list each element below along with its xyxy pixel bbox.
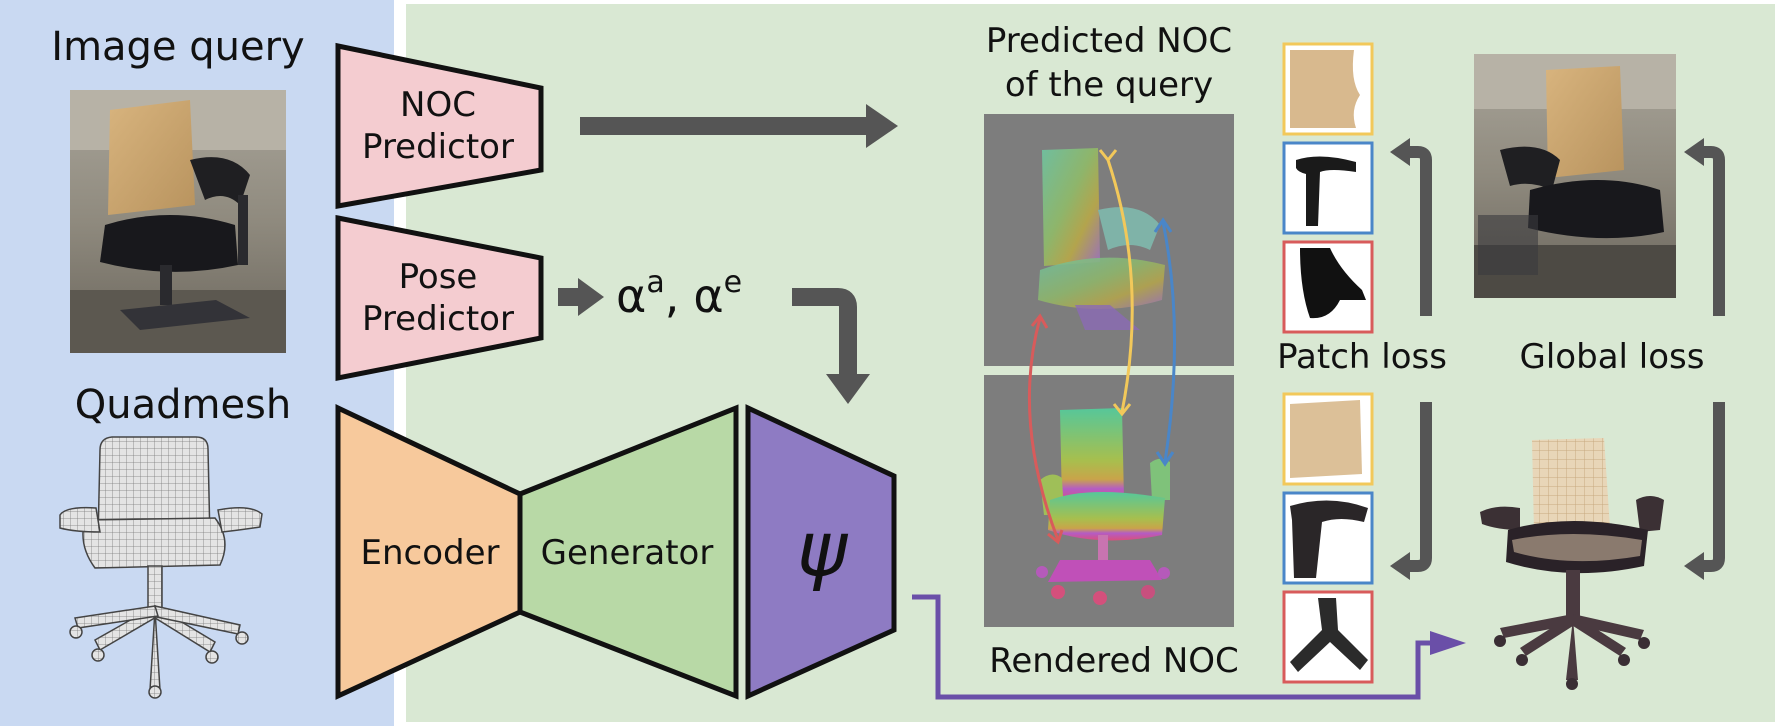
noc-predictor-label-line2: Predictor — [362, 127, 514, 167]
pose-predictor-label-line2: Predictor — [362, 299, 514, 339]
encoder-label: Encoder — [360, 533, 499, 573]
patch-loss-label: Patch loss — [1277, 337, 1447, 377]
alpha-e-sup: e — [724, 265, 742, 300]
psi-block — [745, 404, 897, 700]
patch-loss-arrows — [1404, 146, 1432, 572]
query-photo-copy — [1474, 54, 1676, 298]
alpha-sep: , — [665, 269, 680, 323]
noc-predictor-block — [335, 42, 544, 209]
pose-to-psi-arrow — [792, 288, 870, 404]
alpha-a-sup: a — [646, 265, 664, 300]
predicted-noc-label-line2: of the query — [1005, 65, 1213, 105]
generator-block — [517, 404, 739, 700]
chair-wireframe-icon — [59, 436, 263, 699]
chair-noc-icon — [984, 114, 1234, 366]
image-query-label: Image query — [51, 24, 304, 70]
noc-predictor-label-line1: NOC — [400, 85, 476, 125]
patch-loss-arrowhead-bottom — [1390, 552, 1410, 580]
generator-label: Generator — [541, 533, 714, 573]
patch-column-top — [1282, 42, 1374, 334]
predicted-noc-label-line1: Predicted NOC — [986, 21, 1232, 61]
alpha-e: α — [693, 269, 723, 323]
correspondence-arrows — [1027, 149, 1176, 545]
psi-label: ψ — [797, 504, 849, 593]
global-loss-arrowhead-top — [1684, 138, 1704, 166]
chair-render-icon — [1480, 438, 1664, 690]
noc-flow-arrow — [580, 104, 898, 148]
chair-rendered-noc-icon — [984, 375, 1234, 627]
patch-column-bottom — [1282, 392, 1374, 684]
pose-predictor-block — [335, 214, 544, 382]
global-loss-arrowhead-bottom — [1684, 552, 1704, 580]
global-loss-label: Global loss — [1520, 337, 1705, 377]
global-loss-arrows — [1698, 146, 1725, 572]
rendered-noc-label: Rendered NOC — [989, 641, 1239, 681]
pose-flow-arrow — [558, 278, 604, 316]
chair-photo-icon — [70, 90, 286, 353]
pose-predictor-label-line1: Pose — [399, 257, 478, 297]
alpha-params: αa, αe — [616, 265, 742, 323]
render-flow-arrow — [912, 594, 1466, 700]
quadmesh-label: Quadmesh — [75, 382, 292, 428]
patch-loss-arrowhead-top — [1390, 138, 1410, 166]
patch-armrest-top — [1282, 141, 1374, 235]
alpha-a: α — [616, 269, 646, 323]
